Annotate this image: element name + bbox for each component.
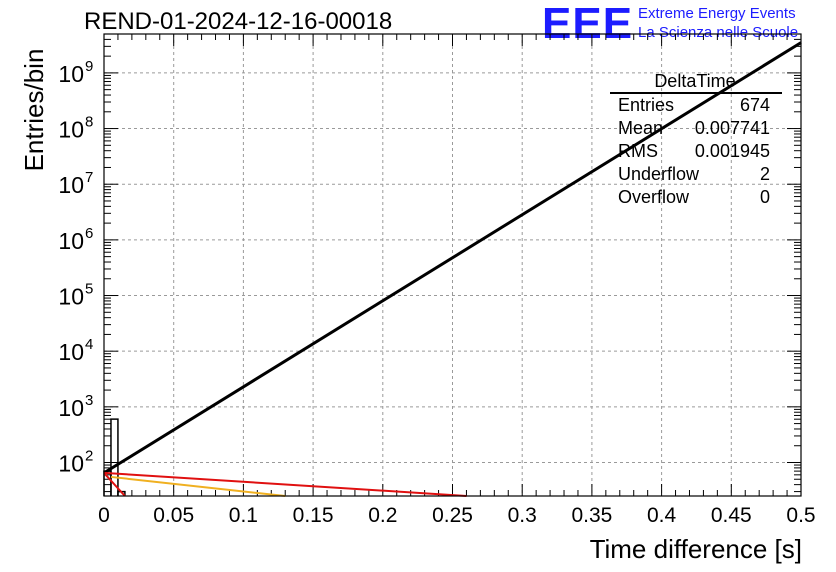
y-tick-label: 10	[58, 228, 84, 254]
y-tick-label: 10	[58, 450, 84, 476]
fit-line	[103, 471, 467, 497]
eee-logo: EEE	[542, 0, 634, 48]
stats-label: Mean	[618, 118, 664, 138]
x-tick-label: 0.1	[229, 504, 258, 527]
stats-divider	[610, 92, 782, 94]
x-tick-label: 0.45	[711, 504, 752, 527]
stats-label: RMS	[618, 141, 658, 161]
stats-value: 0.001945	[694, 141, 770, 161]
stats-row-underflow: Underflow 2	[612, 163, 778, 186]
x-tick-label: 0.3	[508, 504, 537, 527]
x-axis-label: Time difference [s]	[589, 534, 802, 564]
y-tick-exponent: 4	[85, 336, 93, 353]
y-tick-label: 10	[58, 117, 84, 143]
y-tick-label: 10	[58, 339, 84, 365]
stats-label: Overflow	[618, 187, 690, 207]
x-tick-label: 0	[98, 504, 110, 527]
stats-value: 2	[759, 164, 770, 184]
y-tick-exponent: 3	[85, 392, 93, 409]
stats-value: 0.007741	[694, 118, 770, 138]
logo-line-1: Extreme Energy Events	[638, 5, 796, 22]
logo-caption: Extreme Energy Events La Scienza nelle S…	[638, 4, 798, 42]
x-tick-label: 0.5	[786, 504, 815, 527]
y-tick-label: 10	[58, 172, 84, 198]
fit-line	[110, 475, 286, 497]
stats-value: 674	[739, 95, 770, 115]
stats-value: 0	[759, 187, 770, 207]
x-tick-label: 0.35	[571, 504, 612, 527]
stats-row-entries: Entries 674	[612, 94, 778, 117]
chart-title: REND-01-2024-12-16-00018	[84, 8, 393, 35]
stats-label: Entries	[618, 95, 675, 115]
stats-title: DeltaTime	[654, 71, 736, 91]
stats-box: DeltaTime Entries 674 Mean 0.007741 RMS …	[610, 70, 782, 209]
stats-row-rms: RMS 0.001945	[612, 140, 778, 163]
fit-line	[103, 472, 126, 497]
y-tick-exponent: 7	[85, 169, 93, 186]
x-tick-label: 0.4	[647, 504, 677, 527]
x-tick-label: 0.15	[293, 504, 334, 527]
y-tick-exponent: 5	[85, 281, 93, 298]
y-tick-exponent: 8	[85, 114, 93, 131]
y-tick-exponent: 9	[85, 58, 93, 75]
logo-line-2: La Scienza nelle Scuole	[638, 24, 799, 41]
stats-row-mean: Mean 0.007741	[612, 117, 778, 140]
y-tick-label: 10	[58, 61, 84, 87]
histogram-bin	[110, 418, 119, 496]
stats-label: Underflow	[618, 164, 700, 184]
y-tick-label: 10	[58, 395, 84, 421]
y-tick-exponent: 6	[85, 225, 93, 242]
plot-frame	[103, 33, 802, 497]
y-tick-exponent: 2	[85, 447, 93, 464]
x-tick-label: 0.05	[153, 504, 194, 527]
fit-line	[103, 41, 802, 475]
x-tick-label: 0.2	[368, 504, 397, 527]
y-axis-label: Entries/bin	[19, 48, 49, 172]
x-tick-label: 0.25	[432, 504, 473, 527]
y-tick-label: 10	[58, 284, 84, 310]
stats-row-overflow: Overflow 0	[612, 186, 778, 209]
